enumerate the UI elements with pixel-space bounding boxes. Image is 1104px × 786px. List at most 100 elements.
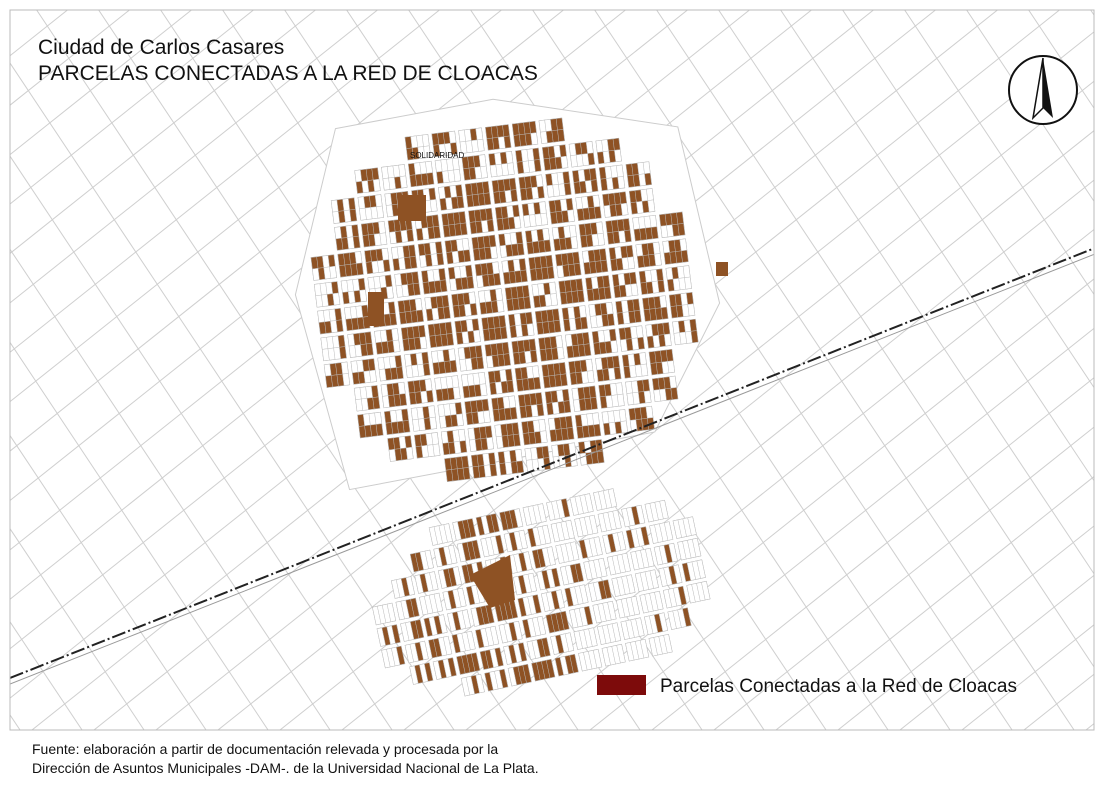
- source-line: Fuente: elaboración a partir de document…: [32, 741, 498, 757]
- parcel: [353, 236, 360, 248]
- parcel: [597, 451, 604, 463]
- parcel: [601, 260, 608, 272]
- parcel: [439, 268, 446, 280]
- north-arrow: [1009, 56, 1077, 124]
- large-parcel: [398, 195, 426, 221]
- parcel: [539, 202, 546, 214]
- parcel: [366, 343, 373, 355]
- parcel: [691, 331, 698, 343]
- map-subtitle: PARCELAS CONECTADAS A LA RED DE CLOACAS: [38, 62, 538, 85]
- parcel: [597, 233, 604, 245]
- parcel: [467, 277, 474, 289]
- parcel: [476, 128, 483, 140]
- parcel: [358, 278, 365, 290]
- parcel: [386, 286, 393, 298]
- parcel: [617, 394, 624, 406]
- parcel: [651, 227, 658, 239]
- parcel: [586, 141, 593, 153]
- parcel: [393, 340, 400, 352]
- parcel: [594, 206, 601, 218]
- parcel: [566, 416, 573, 428]
- map: Ciudad de Carlos Casares PARCELAS CONECT…: [0, 0, 1104, 781]
- parcel: [614, 367, 621, 379]
- parcel: [544, 240, 551, 252]
- parcel: [624, 230, 631, 242]
- parcel: [686, 292, 693, 304]
- parcel: [537, 186, 544, 198]
- parcel: [577, 290, 584, 302]
- parcel: [653, 242, 660, 254]
- parcel: [616, 165, 623, 177]
- large-parcel: [368, 292, 384, 326]
- parcel: [509, 396, 516, 408]
- parcel: [516, 232, 523, 244]
- parcel: [571, 237, 578, 249]
- parcel: [469, 292, 476, 304]
- parcel: [589, 386, 596, 398]
- parcel: [628, 257, 635, 269]
- parcel: [546, 255, 553, 267]
- parcel: [639, 353, 646, 365]
- parcel: [552, 309, 559, 321]
- parcel: [586, 359, 593, 371]
- parcel: [422, 134, 429, 146]
- parcel: [576, 279, 583, 291]
- parcel: [472, 319, 479, 331]
- parcel: [494, 273, 501, 285]
- parcel: [336, 320, 343, 332]
- parcel: [502, 342, 509, 354]
- parcel: [423, 364, 430, 376]
- parcel: [507, 163, 514, 175]
- parcel: [435, 242, 442, 254]
- parcel: [425, 161, 432, 173]
- parcel: [604, 287, 611, 299]
- parcel: [646, 188, 653, 200]
- parcel: [661, 307, 668, 319]
- parcel: [666, 349, 673, 361]
- parcel: [445, 322, 452, 334]
- parcel: [529, 121, 536, 133]
- parcel: [599, 249, 606, 261]
- parcel: [479, 155, 486, 167]
- parcel: [648, 200, 655, 212]
- parcel: [678, 223, 685, 235]
- parcel: [556, 118, 563, 130]
- parcel: [536, 175, 543, 187]
- parcel: [560, 374, 567, 386]
- parcel: [619, 409, 626, 421]
- parcel: [328, 255, 335, 267]
- parcel: [611, 340, 618, 352]
- parcel: [671, 387, 678, 399]
- parcel: [422, 352, 429, 364]
- place-label: SOLIDARIDAD: [410, 151, 464, 160]
- parcel: [462, 238, 469, 250]
- parcel: [519, 259, 526, 271]
- parcel: [614, 150, 621, 162]
- parcel: [463, 467, 470, 479]
- parcel: [593, 195, 600, 207]
- parcel: [415, 298, 422, 310]
- legend-swatch: [597, 675, 646, 695]
- parcel: [406, 447, 413, 459]
- source-line: Dirección de Asuntos Municipales -DAM-. …: [32, 760, 539, 776]
- parcel: [506, 151, 513, 163]
- parcel: [535, 393, 542, 405]
- parcel: [348, 198, 355, 210]
- parcel: [645, 173, 652, 185]
- parcel: [534, 377, 541, 389]
- parcel: [587, 371, 594, 383]
- parcel: [517, 243, 524, 255]
- parcel: [407, 230, 414, 242]
- parcel: [376, 424, 383, 436]
- parcel: [490, 246, 497, 258]
- parcel: [470, 303, 477, 315]
- parcel: [495, 289, 502, 301]
- parcel: [440, 280, 447, 292]
- parcel: [427, 173, 434, 185]
- parcel: [664, 334, 671, 346]
- parcel: [520, 270, 527, 282]
- parcel: [621, 421, 628, 433]
- parcel: [483, 411, 490, 423]
- parcel: [488, 453, 495, 465]
- parcel: [429, 188, 436, 200]
